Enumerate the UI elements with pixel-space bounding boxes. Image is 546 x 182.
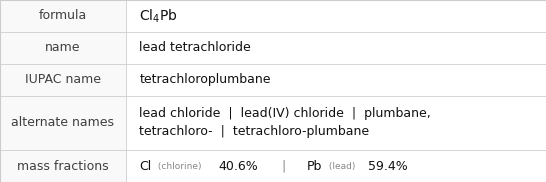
- Text: (lead): (lead): [327, 162, 359, 171]
- Bar: [126, 32, 546, 64]
- Bar: [0, 0, 126, 32]
- Text: IUPAC name: IUPAC name: [25, 73, 101, 86]
- Text: 59.4%: 59.4%: [368, 160, 408, 173]
- Text: alternate names: alternate names: [11, 116, 114, 129]
- Text: $\mathregular{Cl_4Pb}$: $\mathregular{Cl_4Pb}$: [139, 7, 178, 25]
- Text: (chlorine): (chlorine): [155, 162, 204, 171]
- Text: formula: formula: [39, 9, 87, 22]
- Text: mass fractions: mass fractions: [17, 160, 109, 173]
- Text: Pb: Pb: [306, 160, 322, 173]
- Bar: [0, 150, 126, 182]
- Bar: [0, 32, 126, 64]
- Text: tetrachloroplumbane: tetrachloroplumbane: [139, 73, 271, 86]
- Bar: [0, 96, 126, 150]
- Text: lead chloride  |  lead(IV) chloride  |  plumbane,
tetrachloro-  |  tetrachloro-p: lead chloride | lead(IV) chloride | plum…: [139, 107, 431, 139]
- Text: 40.6%: 40.6%: [219, 160, 258, 173]
- Bar: [126, 0, 546, 32]
- Bar: [0, 64, 126, 96]
- Bar: [126, 96, 546, 150]
- Text: |: |: [270, 160, 298, 173]
- Text: Cl: Cl: [139, 160, 151, 173]
- Bar: [126, 150, 546, 182]
- Bar: [126, 64, 546, 96]
- Text: lead tetrachloride: lead tetrachloride: [139, 41, 251, 54]
- Text: name: name: [45, 41, 81, 54]
